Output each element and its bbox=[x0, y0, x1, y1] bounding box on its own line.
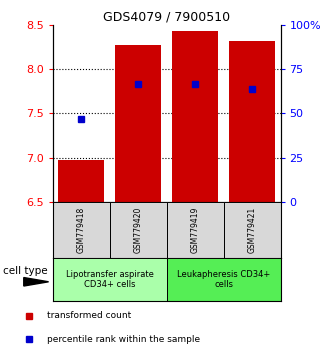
Bar bbox=[110, 202, 167, 258]
Text: Lipotransfer aspirate
CD34+ cells: Lipotransfer aspirate CD34+ cells bbox=[66, 270, 154, 289]
Bar bbox=[58, 160, 104, 202]
Text: percentile rank within the sample: percentile rank within the sample bbox=[47, 335, 200, 344]
Text: GSM779420: GSM779420 bbox=[134, 207, 143, 253]
Text: GSM779421: GSM779421 bbox=[248, 207, 256, 253]
Bar bbox=[167, 258, 280, 301]
Bar bbox=[224, 202, 280, 258]
Polygon shape bbox=[24, 278, 49, 286]
Title: GDS4079 / 7900510: GDS4079 / 7900510 bbox=[103, 11, 230, 24]
Text: transformed count: transformed count bbox=[47, 311, 131, 320]
Bar bbox=[115, 45, 161, 202]
Text: GSM779418: GSM779418 bbox=[77, 207, 86, 253]
Bar bbox=[167, 202, 224, 258]
Text: Leukapheresis CD34+
cells: Leukapheresis CD34+ cells bbox=[177, 270, 270, 289]
Text: cell type: cell type bbox=[3, 266, 47, 276]
Bar bbox=[53, 258, 167, 301]
Bar bbox=[53, 202, 110, 258]
Bar bbox=[229, 41, 275, 202]
Bar bbox=[172, 31, 218, 202]
Text: GSM779419: GSM779419 bbox=[191, 207, 200, 253]
